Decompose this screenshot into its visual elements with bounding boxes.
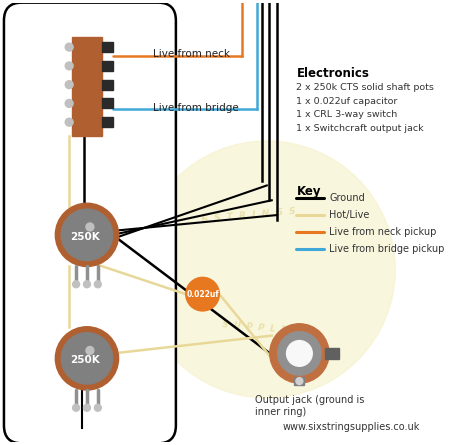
Bar [102,98,113,109]
Bar [294,377,304,385]
Text: 250K: 250K [70,232,100,242]
Text: Ground: Ground [329,193,365,203]
Circle shape [65,118,73,126]
Bar [72,37,102,136]
Circle shape [94,405,101,411]
Bar [102,61,113,71]
Text: Live from neck pickup: Live from neck pickup [329,227,437,237]
Circle shape [296,378,303,384]
Circle shape [65,62,73,70]
Text: www.sixstringsupplies.co.uk: www.sixstringsupplies.co.uk [282,422,419,433]
Text: 1 x CRL 3-way switch: 1 x CRL 3-way switch [296,110,398,119]
Text: 250K: 250K [70,356,100,365]
Circle shape [55,327,118,390]
Text: 1 x Switchcraft output jack: 1 x Switchcraft output jack [296,124,424,133]
Text: 1 x 0.022uf capacitor: 1 x 0.022uf capacitor [296,97,398,105]
Circle shape [65,100,73,107]
Bar [102,117,113,127]
Circle shape [86,347,94,354]
Text: Live from neck: Live from neck [153,49,230,59]
Bar [102,42,113,52]
Text: Live from bridge: Live from bridge [153,103,239,113]
Text: Hot/Live: Hot/Live [329,210,369,220]
Circle shape [138,141,395,398]
Bar [102,80,113,89]
Circle shape [86,223,94,231]
Text: 2 x 250k CTS solid shaft pots: 2 x 250k CTS solid shaft pots [296,83,434,92]
Circle shape [94,281,101,288]
Text: Electronics: Electronics [296,67,369,80]
Circle shape [270,324,329,383]
Circle shape [55,203,118,267]
Circle shape [73,405,80,411]
Circle shape [83,281,91,288]
Text: Live from bridge pickup: Live from bridge pickup [329,244,445,254]
Text: Output jack (ground is
inner ring): Output jack (ground is inner ring) [255,395,365,417]
Circle shape [278,332,321,375]
Circle shape [287,340,312,366]
Text: 0.022uf: 0.022uf [186,290,219,299]
FancyBboxPatch shape [4,3,176,443]
Text: 6  S  T  R  I  N  G  S: 6 S T R I N G S [201,206,296,224]
Circle shape [73,281,80,288]
Bar [325,348,339,360]
Text: S  U  P  P  L  I  E  S: S U P P L I E S [222,320,308,337]
Circle shape [186,277,219,311]
Circle shape [61,333,113,384]
Circle shape [65,81,73,89]
Circle shape [61,209,113,260]
Text: Key: Key [296,186,321,198]
Circle shape [83,405,91,411]
Circle shape [65,43,73,51]
